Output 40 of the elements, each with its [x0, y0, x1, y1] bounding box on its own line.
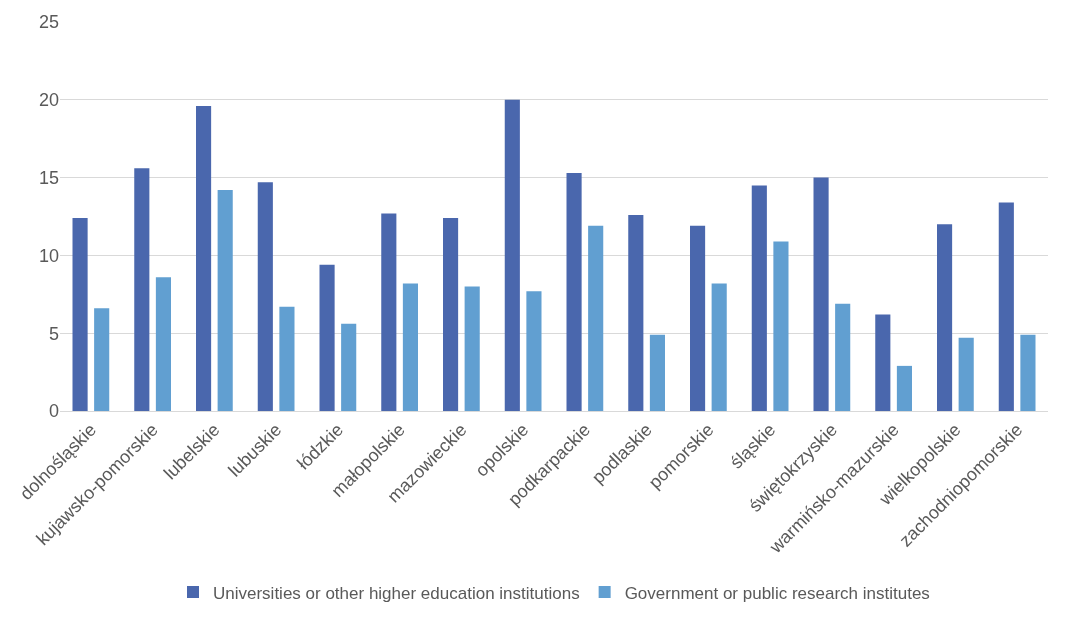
- bar: [711, 283, 727, 411]
- y-tick-label: 0: [48, 401, 59, 422]
- bar: [896, 365, 912, 411]
- bar: [381, 213, 397, 411]
- bar: [690, 225, 706, 411]
- bar: [279, 306, 295, 411]
- y-tick-label: 25: [38, 12, 59, 33]
- bar: [257, 182, 273, 411]
- bar: [588, 225, 604, 411]
- bar: [958, 337, 974, 411]
- bar: [443, 218, 459, 411]
- bar: [402, 283, 418, 411]
- bar: [464, 286, 480, 411]
- bar: [526, 291, 542, 411]
- bar: [937, 224, 953, 411]
- y-tick-label: 10: [38, 245, 59, 266]
- bar: [341, 323, 357, 411]
- bar: [94, 308, 110, 411]
- legend-label: Government or public research institutes: [624, 583, 930, 603]
- bar: [751, 185, 767, 411]
- bar: [875, 314, 891, 411]
- legend-label: Universities or other higher education institutions: [213, 583, 580, 603]
- bar: [72, 218, 88, 411]
- bar: [1020, 334, 1036, 411]
- bar: [217, 190, 233, 411]
- bar: [566, 172, 582, 411]
- y-tick-label: 15: [38, 167, 59, 188]
- bar: [835, 303, 851, 411]
- bar: [998, 202, 1014, 411]
- bar: [813, 177, 829, 411]
- y-tick-label: 5: [48, 323, 59, 344]
- bar: [134, 168, 150, 411]
- bar: [628, 214, 644, 411]
- bar: [773, 241, 789, 411]
- bar: [504, 99, 520, 411]
- bar: [649, 334, 665, 411]
- bar: [319, 264, 335, 411]
- bar: [155, 277, 171, 411]
- bar: [196, 106, 212, 411]
- y-tick-label: 20: [38, 90, 59, 111]
